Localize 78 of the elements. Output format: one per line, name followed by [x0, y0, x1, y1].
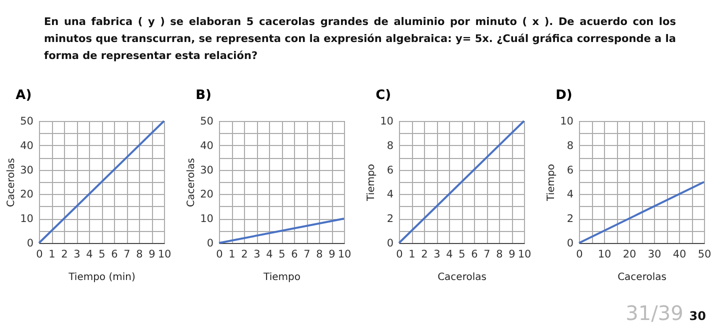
- x-tick-label: 40: [672, 248, 686, 260]
- x-tick-label: 7: [304, 248, 310, 260]
- x-tick-label: 0: [576, 248, 583, 260]
- x-axis-title: Tiempo (min): [68, 272, 136, 283]
- x-tick-label: 6: [291, 248, 298, 260]
- x-tick-label: 9: [328, 248, 336, 260]
- x-tick-label: 7: [484, 248, 490, 260]
- y-tick-label: 0: [206, 238, 214, 250]
- text: En una fabrica ( y ) se elaboran 5 cacerolas grandes de aluminio por minuto ( x ). De acuerdo con los minutos que transcurran, se representa con la expresión algebraica: y= 5x. ¿Cuál gráfica corresponde a la forma de representar esta relación?: [44, 15, 676, 64]
- y-tick-label: 8: [386, 140, 394, 152]
- x-tick-label: 3: [74, 248, 80, 260]
- x-tick-label: 1: [48, 248, 56, 260]
- y-tick-label: 0: [386, 238, 394, 250]
- y-axis-title: Cacerolas: [186, 158, 198, 207]
- y-tick-label: 8: [566, 140, 574, 152]
- y-tick-label: 10: [380, 116, 394, 128]
- x-tick-label: 4: [446, 248, 454, 260]
- x-tick-label: 4: [266, 248, 274, 260]
- x-tick-label: 10: [598, 248, 612, 260]
- chart-title: C): [376, 88, 392, 103]
- chart-title: A): [16, 88, 32, 103]
- x-tick-label: 20: [622, 248, 636, 260]
- y-tick-label: 10: [200, 213, 214, 226]
- y-tick-label: 30: [200, 164, 214, 176]
- y-axis-title: Tiempo: [546, 164, 558, 202]
- y-tick-label: 20: [20, 188, 34, 201]
- x-tick-label: 5: [98, 248, 106, 260]
- x-tick-label: 0: [216, 248, 223, 260]
- x-tick-label: 3: [254, 248, 260, 260]
- y-tick-label: 10: [560, 116, 574, 128]
- x-tick-label: 50: [698, 248, 712, 260]
- chart-title: B): [196, 88, 212, 103]
- x-tick-label: 2: [61, 248, 68, 260]
- x-tick-label: 2: [241, 248, 248, 260]
- x-tick-label: 10: [338, 248, 352, 260]
- x-axis-title: Cacerolas: [618, 272, 666, 283]
- text: 31/39: [626, 301, 684, 325]
- y-tick-label: 4: [566, 188, 574, 201]
- y-tick-label: 20: [200, 188, 214, 201]
- x-tick-label: 8: [316, 248, 323, 260]
- x-tick-label: 30: [648, 248, 662, 260]
- x-tick-label: 10: [518, 248, 532, 260]
- x-axis-title: Cacerolas: [438, 272, 486, 283]
- text: 30: [689, 309, 706, 323]
- x-tick-label: 1: [228, 248, 236, 260]
- y-tick-label: 4: [386, 188, 394, 201]
- x-tick-label: 8: [136, 248, 143, 260]
- x-tick-label: 10: [158, 248, 172, 260]
- y-tick-label: 50: [20, 116, 34, 128]
- x-tick-label: 9: [148, 248, 156, 260]
- x-tick-label: 0: [36, 248, 43, 260]
- y-tick-label: 50: [200, 116, 214, 128]
- y-tick-label: 2: [386, 213, 394, 226]
- y-tick-label: 40: [200, 140, 214, 152]
- y-tick-label: 40: [20, 140, 34, 152]
- x-tick-label: 4: [86, 248, 94, 260]
- x-tick-label: 5: [278, 248, 286, 260]
- chart-title: D): [556, 88, 572, 103]
- x-tick-label: 2: [421, 248, 428, 260]
- x-axis-title: Tiempo: [262, 272, 300, 283]
- y-tick-label: 10: [20, 213, 34, 226]
- y-tick-label: 30: [20, 164, 34, 176]
- y-tick-label: 6: [386, 164, 394, 176]
- x-tick-label: 1: [408, 248, 416, 260]
- y-axis-title: Cacerolas: [6, 158, 18, 207]
- x-tick-label: 9: [508, 248, 516, 260]
- y-tick-label: 2: [566, 213, 574, 226]
- x-tick-label: 0: [396, 248, 403, 260]
- x-tick-label: 8: [496, 248, 503, 260]
- x-tick-label: 3: [434, 248, 440, 260]
- x-tick-label: 5: [458, 248, 466, 260]
- y-axis-title: Tiempo: [366, 164, 378, 202]
- y-tick-label: 0: [566, 238, 574, 250]
- x-tick-label: 6: [471, 248, 478, 260]
- x-tick-label: 6: [111, 248, 118, 260]
- y-tick-label: 6: [566, 164, 574, 176]
- y-tick-label: 0: [26, 238, 34, 250]
- x-tick-label: 7: [124, 248, 130, 260]
